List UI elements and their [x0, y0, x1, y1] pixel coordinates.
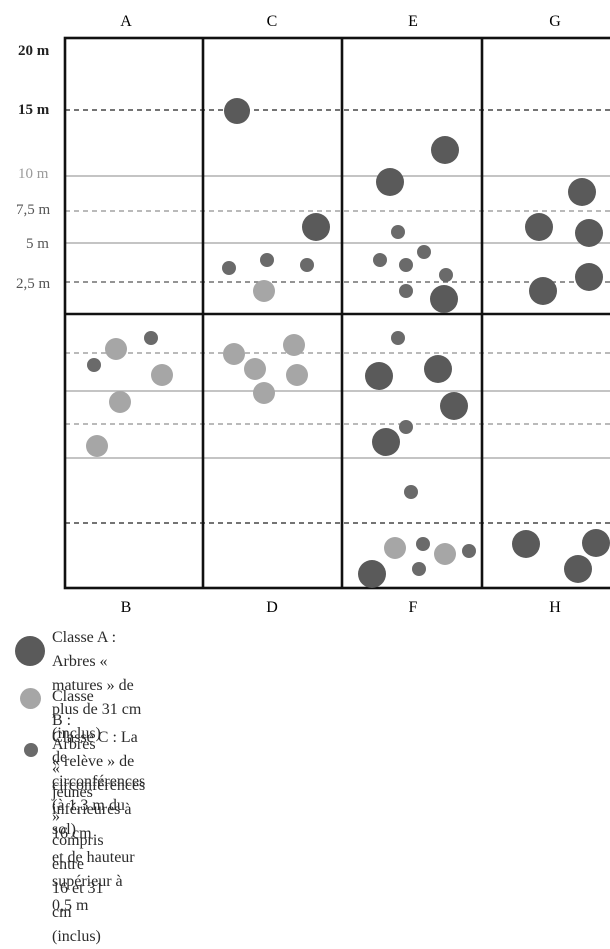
column-label-H: H [549, 599, 561, 616]
tree-classB [253, 280, 275, 302]
tree-classA [302, 213, 330, 241]
tree-classC [391, 331, 405, 345]
tree-classA [564, 555, 592, 583]
tree-classA [582, 529, 610, 557]
tree-classC [391, 225, 405, 239]
tree-classC [399, 284, 413, 298]
legend-text-C: Classe C : La « relève » de circonférenc… [52, 726, 145, 918]
tree-classA [358, 560, 386, 588]
tree-classC [144, 331, 158, 345]
tree-classC [260, 253, 274, 267]
tree-classB [384, 537, 406, 559]
tree-classC [462, 544, 476, 558]
legend-line: et de hauteur supérieur à 0,5 m [52, 849, 135, 914]
tree-classA [440, 392, 468, 420]
y-label-15m: 15 m [18, 102, 50, 118]
tree-classC [373, 253, 387, 267]
column-label-C: C [267, 13, 278, 30]
tree-classA [365, 362, 393, 390]
tree-classC [404, 485, 418, 499]
tree-classC [399, 258, 413, 272]
tree-classB [434, 543, 456, 565]
tree-classB [109, 391, 131, 413]
tree-classA [568, 178, 596, 206]
column-label-F: F [409, 599, 418, 616]
y-label-10m: 10 m [18, 166, 49, 182]
tree-classA [224, 98, 250, 124]
tree-classA [575, 263, 603, 291]
y-label-7-5m: 7,5 m [16, 202, 51, 218]
tree-classA [424, 355, 452, 383]
tree-classC [417, 245, 431, 259]
tree-classC [300, 258, 314, 272]
y-label-5m: 5 m [26, 236, 49, 252]
column-label-B: B [121, 599, 132, 616]
tree-classA [525, 213, 553, 241]
tree-classA [575, 219, 603, 247]
tree-classB [223, 343, 245, 365]
y-label-20m: 20 m [18, 43, 50, 59]
tree-classA [430, 285, 458, 313]
class-A-marker-icon [15, 636, 45, 666]
tree-classA [512, 530, 540, 558]
tree-classC [416, 537, 430, 551]
tree-classB [244, 358, 266, 380]
tree-classB [105, 338, 127, 360]
tree-classA [376, 168, 404, 196]
y-label-2-5m: 2,5 m [16, 276, 51, 292]
tree-classB [286, 364, 308, 386]
tree-classA [372, 428, 400, 456]
column-label-D: D [266, 599, 278, 616]
tree-classB [86, 435, 108, 457]
tree-classC [439, 268, 453, 282]
column-label-G: G [549, 13, 561, 30]
tree-classC [412, 562, 426, 576]
tree-classB [253, 382, 275, 404]
tree-classC [222, 261, 236, 275]
plot-grid: A C E G 20 m 15 m 10 m 7,5 m 5 m 2,5 m [16, 13, 610, 616]
column-label-A: A [120, 13, 132, 30]
tree-classC [87, 358, 101, 372]
tree-classA [431, 136, 459, 164]
legend-line: Classe A : Arbres « matures » de plus de… [52, 629, 142, 742]
tree-classC [399, 420, 413, 434]
class-B-marker-icon [20, 688, 41, 709]
class-C-marker-icon [24, 743, 38, 757]
legend-line: Classe C : La « relève » de circonférenc… [52, 729, 146, 842]
tree-classA [529, 277, 557, 305]
tree-classB [283, 334, 305, 356]
column-label-E: E [408, 13, 418, 30]
tree-classB [151, 364, 173, 386]
